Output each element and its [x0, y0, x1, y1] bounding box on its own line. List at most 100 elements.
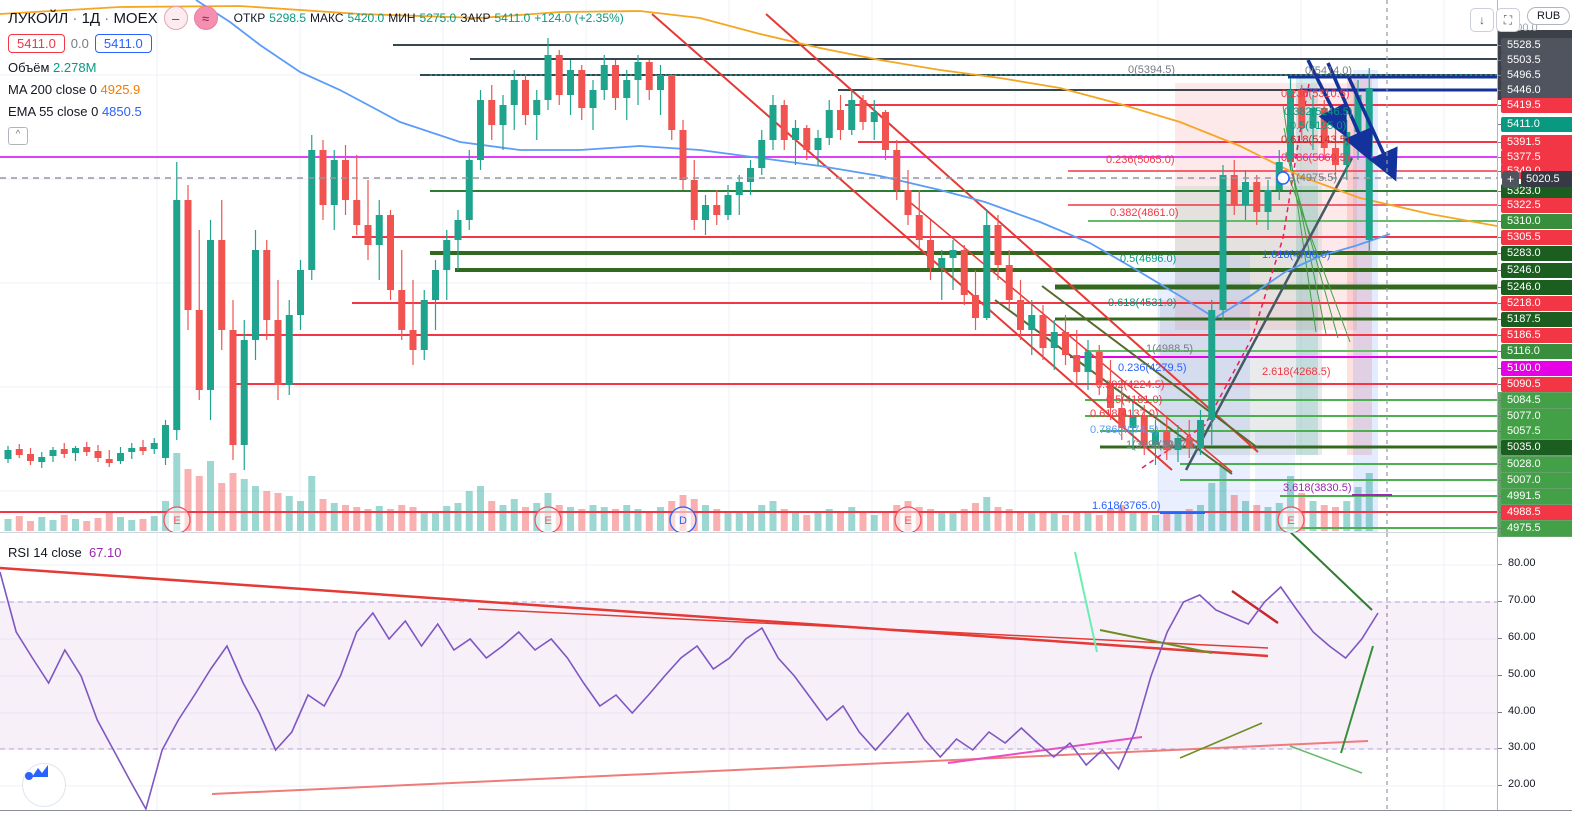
- candle-body: [1118, 408, 1126, 428]
- fib-level-label: 0.236(4279.5): [1118, 362, 1187, 374]
- price-level-axis-label[interactable]: 5528.5: [1501, 38, 1572, 53]
- price-level-axis-label[interactable]: 5446.0: [1501, 83, 1572, 98]
- price-level-axis-label[interactable]: 5090.5: [1501, 377, 1572, 392]
- axis-tick-dash: [1498, 785, 1502, 786]
- price-level-axis-label[interactable]: 5035.0: [1501, 440, 1572, 455]
- fullscreen-button[interactable]: ⛶: [1496, 8, 1520, 32]
- add-alert-plus-button[interactable]: +: [1502, 171, 1519, 188]
- price-level-axis-label[interactable]: 5391.5: [1501, 135, 1572, 150]
- axis-tick-dash: [1498, 142, 1502, 143]
- wave-tool-button[interactable]: ≈: [193, 6, 218, 30]
- volume-bar: [567, 507, 574, 531]
- price-level-axis-label[interactable]: 5310.0: [1501, 214, 1572, 229]
- price-level-axis-label[interactable]: 5116.0: [1501, 344, 1572, 359]
- volume-bar: [150, 516, 158, 531]
- candle-body: [1219, 175, 1227, 310]
- event-marker-circle: [163, 506, 191, 532]
- tradingview-logo[interactable]: [22, 763, 66, 807]
- volume-bar: [927, 509, 934, 531]
- price-axis[interactable]: 5600.0 5528.5 5503.5 5496.5 5446.0 5419.5 5411…: [1497, 0, 1572, 810]
- download-button[interactable]: ↓: [1470, 8, 1494, 32]
- volume-bar: [825, 509, 833, 531]
- axis-tick-dash: [1498, 335, 1502, 336]
- price-level-axis-label[interactable]: 5283.0: [1501, 246, 1572, 261]
- candle-body: [533, 100, 541, 115]
- price-level-axis-label[interactable]: 5057.5: [1501, 424, 1572, 439]
- volume-bar: [724, 511, 732, 531]
- candle-body: [1174, 438, 1182, 450]
- price-level-axis-label[interactable]: 5246.0: [1501, 263, 1572, 278]
- rsi-trendline: [477, 608, 1269, 649]
- candle-body: [960, 250, 968, 295]
- ema55-indicator-row[interactable]: EMA 55 close 0 4850.5: [8, 104, 142, 119]
- price-level-axis-label[interactable]: 5028.0: [1501, 457, 1572, 472]
- fullscreen-icon: ⛶: [1503, 12, 1513, 27]
- fib-level-label: 1(3994.5): [1126, 439, 1174, 451]
- price-level-axis-label[interactable]: 5218.0: [1501, 296, 1572, 311]
- volume-bar: [94, 518, 102, 531]
- price-level-axis-label[interactable]: 5007.0: [1501, 473, 1572, 488]
- axis-tick-dash: [1498, 464, 1502, 465]
- axis-tick-dash: [1498, 75, 1502, 76]
- price-level-axis-label[interactable]: 5186.5: [1501, 328, 1572, 343]
- fib-level-label: 1.618(4706.0): [1262, 249, 1331, 261]
- candle-body: [780, 105, 788, 140]
- price-level-axis-label[interactable]: 5322.5: [1501, 198, 1572, 213]
- buy-button[interactable]: 5411.0: [94, 34, 152, 53]
- currency-button[interactable]: RUB: [1527, 7, 1571, 25]
- price-level-axis-label[interactable]: 5411.0: [1501, 117, 1572, 132]
- price-level-axis-label[interactable]: 5305.5: [1501, 230, 1572, 245]
- candle-body: [1129, 415, 1137, 428]
- price-level-axis-label[interactable]: 5187.5: [1501, 312, 1572, 327]
- volume-bar: [184, 469, 192, 531]
- volume-bar: [882, 511, 889, 531]
- price-level-axis-label[interactable]: 4991.5: [1501, 489, 1572, 504]
- price-level-axis-label[interactable]: 4988.5: [1501, 505, 1572, 520]
- price-level-axis-label[interactable]: 5084.5: [1501, 393, 1572, 408]
- volume-bar: [612, 509, 619, 531]
- price-level-axis-label[interactable]: 5503.5: [1501, 53, 1572, 68]
- fib-level-label: 0.5(5195.0): [1290, 120, 1347, 132]
- axis-tick-dash: [1498, 416, 1502, 417]
- sell-button[interactable]: 5411.0: [8, 34, 65, 53]
- volume-indicator-row[interactable]: Объём 2.278M: [8, 60, 97, 75]
- volume-bar: [83, 521, 91, 531]
- candle-body: [15, 449, 23, 455]
- highlight-region: [1353, 70, 1378, 532]
- axis-tick-dash: [1498, 480, 1502, 481]
- axis-tick-dash: [1498, 748, 1502, 749]
- fib-level-label: 0.786(4074.5): [1090, 424, 1159, 436]
- rsi-trendline: [211, 740, 1369, 795]
- volume-bar: [634, 509, 642, 531]
- price-level-axis-label[interactable]: 5323.0: [1501, 184, 1572, 199]
- rsi-trendline: [1231, 589, 1279, 625]
- price-level-axis-label[interactable]: 4975.5: [1501, 521, 1572, 536]
- collapse-legend-button[interactable]: ^: [8, 127, 28, 145]
- fib-level-label: 0.5(4696.0): [1120, 253, 1177, 265]
- candle-body: [1062, 332, 1069, 355]
- price-level-axis-label[interactable]: 5377.5: [1501, 150, 1572, 165]
- price-level-axis-label[interactable]: 5077.0: [1501, 409, 1572, 424]
- price-level-axis-label[interactable]: 5246.0: [1501, 280, 1572, 295]
- time-axis[interactable]: [0, 810, 1572, 814]
- candle-body: [803, 128, 811, 150]
- price-level-axis-label[interactable]: 5496.5: [1501, 68, 1572, 83]
- axis-tick-dash: [1498, 191, 1502, 192]
- trendline: [1041, 285, 1259, 449]
- volume-bar: [1163, 513, 1171, 531]
- price-level-axis-label[interactable]: 5100.0: [1501, 361, 1572, 376]
- candle-body: [375, 215, 383, 245]
- volume-bar: [645, 511, 653, 531]
- axis-tick-dash: [1498, 512, 1502, 513]
- ma200-indicator-row[interactable]: MA 200 close 0 4925.9: [8, 82, 141, 97]
- candle-body: [870, 112, 878, 122]
- remove-drawing-button[interactable]: –: [163, 6, 188, 30]
- candle-body: [60, 449, 68, 454]
- rsi-indicator-pane[interactable]: [0, 532, 1497, 811]
- volume-bar: [207, 461, 214, 531]
- candle-body: [983, 225, 991, 318]
- rsi-legend[interactable]: RSI 14 close 67.10: [8, 545, 122, 560]
- symbol-title[interactable]: ЛУКОЙЛ · 1Д · MOEX: [8, 9, 158, 27]
- price-level-axis-label[interactable]: 5419.5: [1501, 98, 1572, 113]
